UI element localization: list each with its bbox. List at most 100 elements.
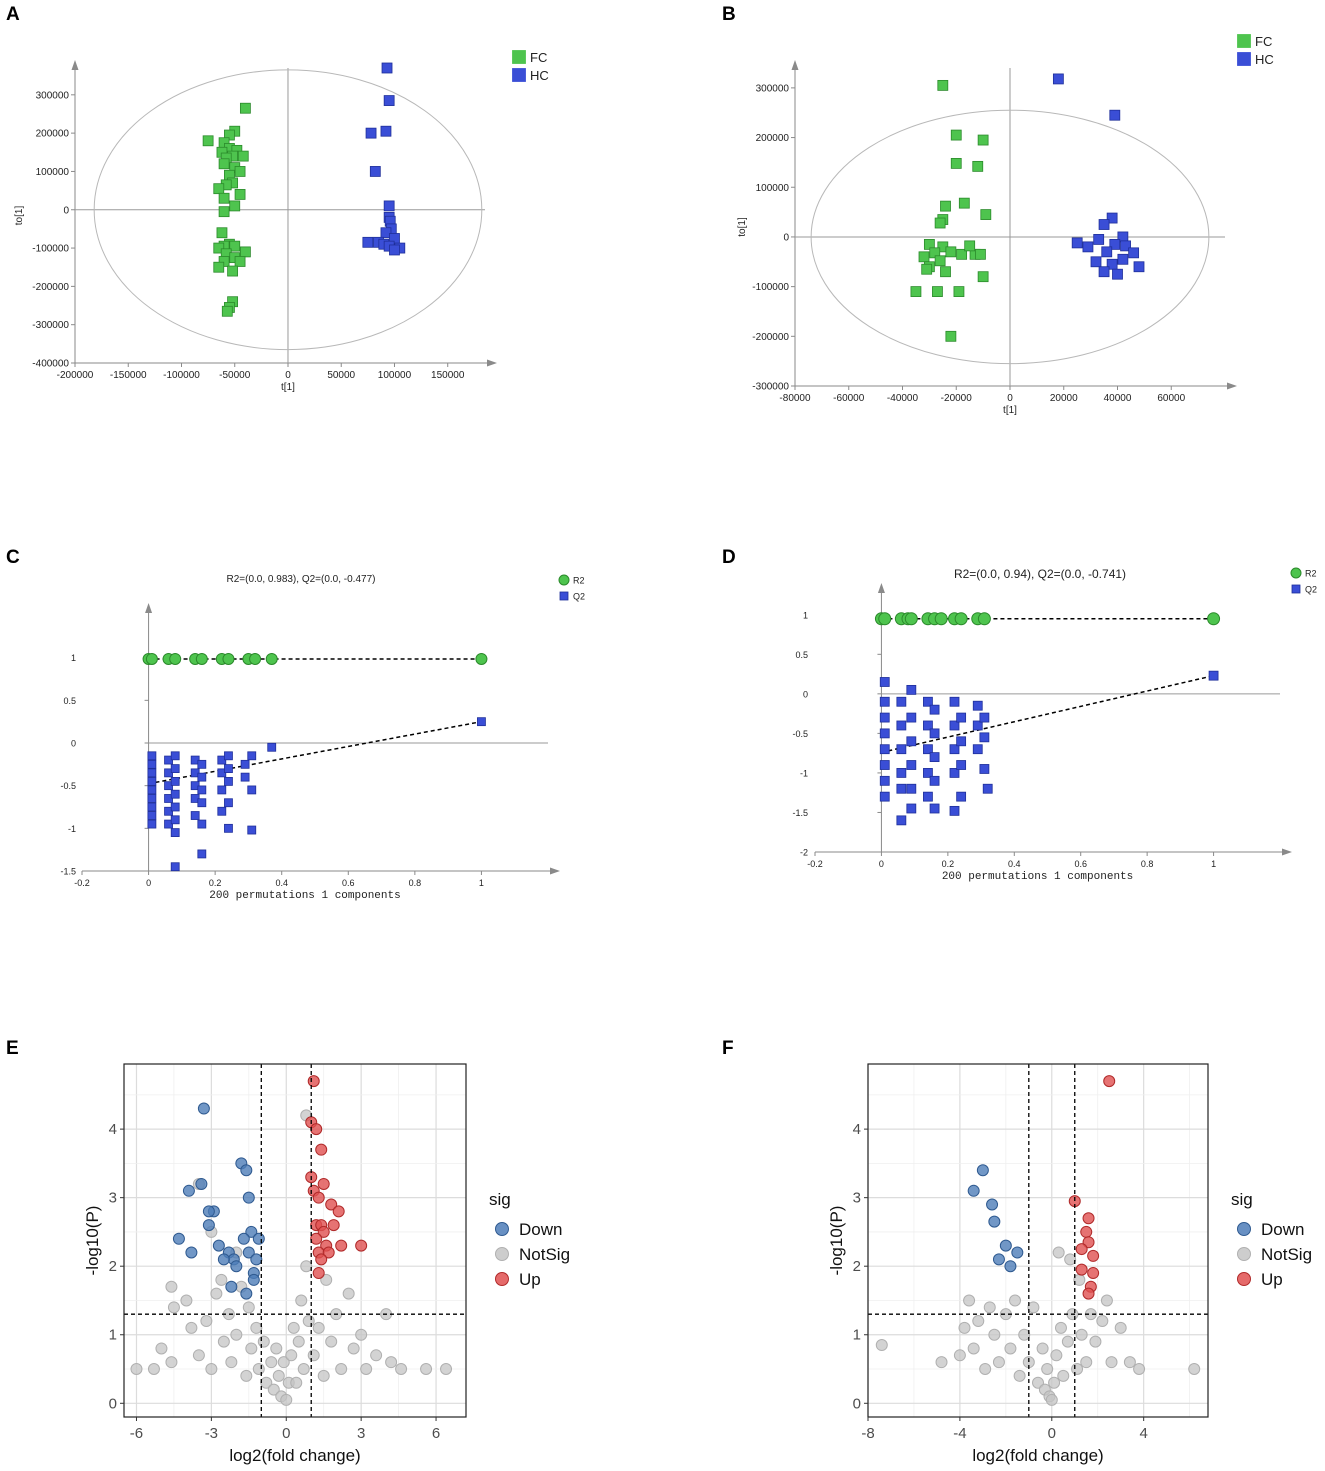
y-axis-label: -log10(P) [83,1206,102,1276]
x-axis-label: log2(fold change) [972,1446,1103,1465]
x-tick-label: 0 [879,859,884,869]
notsig-point [280,1393,293,1406]
hc-point [383,200,395,212]
notsig-point [250,1321,263,1334]
legend-swatch-fc [512,50,526,64]
q2-point [956,736,967,747]
y-tick-label: -100000 [752,282,789,293]
fc-point [958,197,970,209]
legend-marker-q2 [1291,584,1301,594]
down-point [237,1232,250,1245]
fc-point [910,286,922,297]
fc-point [216,227,228,239]
notsig-point [287,1321,300,1334]
down-point [976,1164,989,1177]
r2-point [249,652,262,665]
r2-point [954,612,968,626]
down-point [202,1205,215,1218]
y-axis-label: to[1] [737,217,748,237]
up-point [1082,1212,1095,1225]
notsig-point [1114,1321,1127,1334]
fc-point [940,266,951,278]
x-axis-label: 200 permutations 1 components [942,871,1133,883]
notsig-point [265,1356,278,1369]
notsig-point [1004,1342,1017,1355]
q2-point [896,768,907,778]
y-tick-label: 100000 [756,183,790,194]
hc-point [1052,73,1064,85]
y-tick-label: 3 [109,1190,117,1207]
up-point [312,1267,325,1280]
notsig-point [325,1335,338,1348]
q2-point [906,684,917,695]
fc-point [940,200,951,212]
fc-point [234,166,246,177]
up-point [310,1232,323,1245]
q2-point [147,802,157,812]
y-tick-label: 0.5 [63,696,76,706]
notsig-point [335,1363,348,1376]
notsig-point [1123,1356,1136,1369]
notsig-point [420,1363,433,1376]
q2-regression-line [881,674,1214,754]
notsig-point [1050,1349,1063,1362]
r2-point [878,612,892,626]
y-axis-arrow [71,60,79,70]
fc-point [972,160,984,172]
up-point [312,1191,325,1204]
down-point [182,1184,195,1197]
q2-point [979,712,990,723]
down-point [225,1280,238,1293]
chart-panel-c: -0.2 0 0.2 0.4 0.6 0.8 1 -1.5 -1 -0.5 0 0.5 1 200 per… [60,574,585,902]
q2-point [923,720,933,731]
y-tick-label: 4 [853,1121,861,1138]
notsig-point [242,1301,255,1314]
notsig-point [130,1363,143,1376]
notsig-point [165,1280,178,1293]
up-point [307,1075,320,1088]
y-tick-label: 0.5 [795,650,808,660]
q2-point [247,785,257,795]
fc-point [932,286,943,297]
chart-panel-e: -6 -3 0 3 6 0 1 2 3 4 log2(fold change) -log10(P) si… [83,1063,570,1465]
hc-point [1112,268,1123,280]
notsig-point [355,1328,368,1341]
fc-point [934,217,946,229]
notsig-point [192,1349,205,1362]
x-tick-label: -4 [953,1425,966,1442]
down-point [247,1273,260,1286]
up-point [315,1143,328,1156]
fc-point [934,255,946,267]
notsig-point [1048,1376,1061,1389]
notsig-point [992,1356,1005,1369]
notsig-point [1075,1328,1088,1341]
hc-point [380,125,392,137]
q2-point [972,700,983,711]
q2-point [879,677,890,687]
legend-swatch-fc [1237,34,1251,48]
q2-point [949,768,960,778]
y-tick-label: 2 [109,1258,117,1275]
legend-label-hc: HC [530,68,549,83]
notsig-point [1009,1294,1022,1307]
notsig-point [1133,1363,1146,1376]
up-point [325,1198,338,1211]
notsig-point [215,1273,228,1286]
down-point [1004,1260,1017,1273]
q2-point [224,823,233,833]
x-tick-label: 3 [357,1425,365,1442]
x-axis-arrow [487,359,497,367]
hc-point [1120,240,1131,252]
q2-point [923,768,933,778]
fc-point [202,135,214,147]
hc-point [1128,247,1140,259]
notsig-point [395,1363,408,1376]
q2-point [224,798,233,808]
panel-label-d: D [722,547,736,568]
notsig-point [245,1342,258,1355]
fc-point [218,158,230,170]
panel-label-f: F [722,1038,734,1059]
hc-point [381,62,393,74]
fc-point [945,330,957,342]
y-tick-label: -1.5 [60,867,76,877]
